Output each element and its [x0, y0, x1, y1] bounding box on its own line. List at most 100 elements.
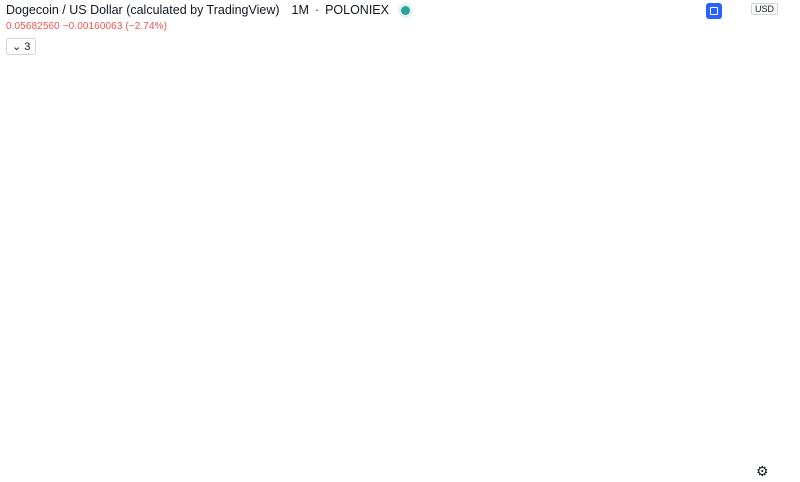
candle [406, 281, 411, 292]
candle-body [353, 258, 357, 270]
time-tick-label: 2018 [296, 467, 319, 478]
candle [315, 254, 320, 285]
candle [129, 369, 133, 380]
candle [251, 344, 256, 367]
tradingview-logo-icon[interactable] [706, 3, 722, 19]
candle [257, 330, 261, 350]
candle [86, 350, 91, 373]
candle-body [102, 360, 107, 364]
candle-body [438, 288, 443, 292]
candle [193, 357, 197, 364]
candle [379, 292, 384, 298]
candle-body [209, 353, 213, 360]
candle-body [315, 257, 320, 276]
time-axis: 1 2015 2016 2017 2018 2019 2020 2021 2022 2023 202… [49, 467, 702, 478]
ohlc-values: 0.05682560 −0.00160063 (−2.74%) [6, 21, 168, 32]
candle [326, 259, 331, 282]
candle-body [433, 288, 437, 296]
price-axis: 4.00000000 2.00000000 1.00000000 0.50000000… [726, 17, 789, 461]
currency-label[interactable]: USD [751, 3, 779, 15]
candle [59, 311, 64, 342]
candle [262, 279, 267, 334]
candle-body [118, 369, 123, 373]
candle [278, 297, 283, 326]
candle-body [289, 294, 293, 315]
last-price-countdown: 16d 6h [732, 182, 761, 193]
exchange-label[interactable]: POLONIEX [325, 3, 389, 17]
price-tick-label: 4.00000000 [733, 17, 783, 28]
candle [459, 286, 464, 292]
candle [481, 283, 485, 290]
candle-body [107, 363, 112, 368]
candle [166, 366, 171, 376]
candle-body [406, 286, 411, 288]
candle-body [449, 294, 453, 302]
candle [225, 357, 229, 364]
candle-body [454, 288, 459, 295]
candle-body [299, 246, 304, 293]
candle [49, 294, 53, 325]
candle-body [337, 271, 341, 285]
candle [454, 286, 459, 298]
candle-body [283, 294, 288, 318]
candle [347, 255, 352, 268]
candle-body [161, 371, 165, 374]
indicator-count: 3 [24, 41, 31, 53]
candle [155, 369, 160, 376]
candle-body [470, 278, 475, 283]
candle-body [305, 246, 309, 258]
candle [433, 283, 437, 298]
candle-body [347, 258, 352, 263]
candle-body [262, 299, 267, 332]
candle-body [267, 286, 272, 300]
candle-body [225, 359, 229, 363]
candle-body [235, 361, 240, 364]
candle-body [193, 360, 197, 362]
price-tick-label: 0.00040000 [733, 344, 783, 355]
candle [102, 354, 107, 368]
candle-body [411, 287, 416, 290]
time-tick-label: 2021 [488, 467, 511, 478]
candle-body [182, 352, 187, 358]
candle [203, 350, 208, 366]
candle-body [513, 177, 517, 183]
candle-body [171, 366, 176, 374]
candle [75, 346, 80, 360]
candle-body [481, 286, 485, 288]
candle [54, 297, 59, 328]
candle [118, 366, 123, 375]
candle [214, 350, 219, 366]
price-tick-label: 0.07000000 [733, 167, 783, 178]
status-dot-icon [400, 5, 410, 15]
candle [235, 356, 240, 366]
candle-body [385, 286, 389, 298]
indicator-collapse-button[interactable]: ⌄ 3 [6, 38, 37, 55]
candle [134, 371, 139, 380]
candle-body [395, 280, 400, 282]
candle [182, 349, 187, 362]
candle [331, 263, 336, 293]
candle [65, 329, 69, 370]
candle [513, 158, 517, 198]
candle-body [363, 289, 368, 293]
candle-body [273, 286, 277, 300]
candle [491, 263, 496, 282]
symbol-title[interactable]: Dogecoin / US Dollar (calculated by Trad… [6, 3, 280, 17]
candle [198, 358, 203, 366]
candle-body [422, 284, 427, 293]
candle [427, 289, 432, 300]
candle [246, 358, 251, 368]
interval-label[interactable]: 1M [291, 3, 309, 17]
price-tick-label: 0.00015000 [733, 370, 783, 381]
candle [417, 281, 421, 293]
price-tick-label: 0.03500000 [733, 190, 783, 201]
time-tick-label: 2024 [680, 467, 703, 478]
candle [438, 277, 443, 293]
price-tick-label: 0.00450000 [733, 265, 783, 276]
trend-lines [77, 261, 526, 349]
time-tick-label: 2023 [616, 467, 639, 478]
last-price-badge [728, 169, 800, 192]
candle [289, 292, 293, 318]
gear-icon[interactable]: ⚙ [756, 463, 769, 479]
